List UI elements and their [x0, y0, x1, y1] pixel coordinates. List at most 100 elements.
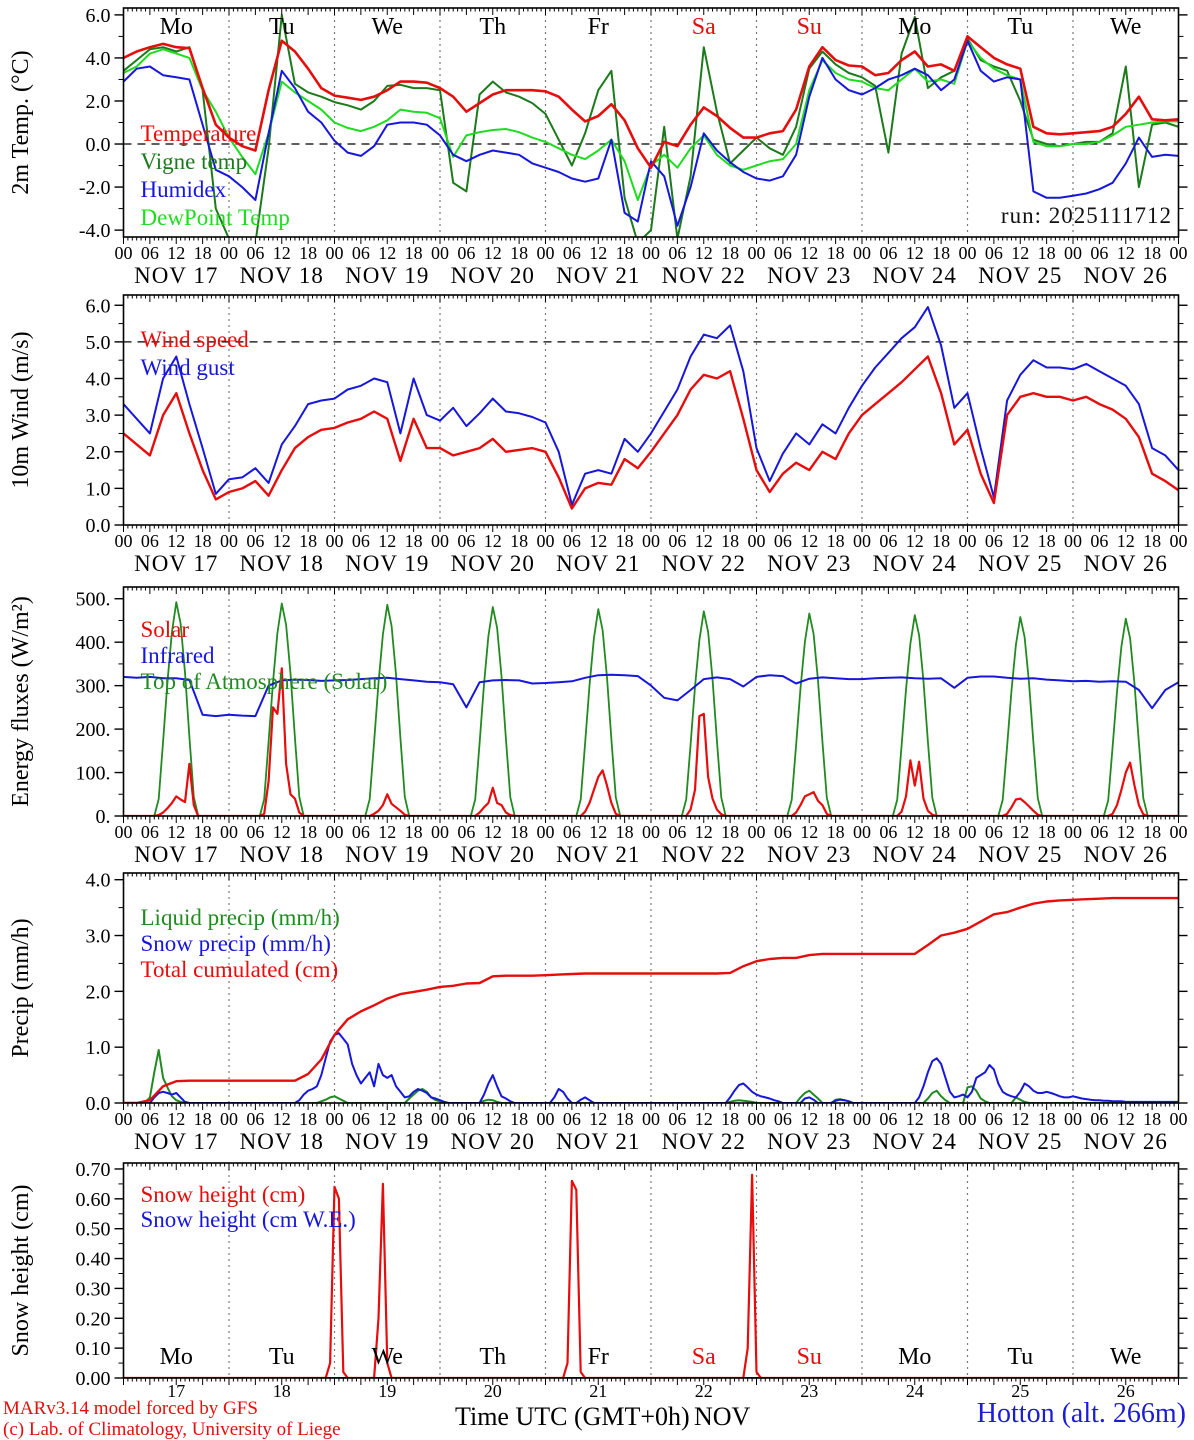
hour-label: 00 — [853, 531, 871, 551]
hour-label: 12 — [167, 531, 185, 551]
hour-label: 00 — [115, 1109, 133, 1129]
hour-label: 00 — [1064, 1109, 1082, 1129]
hour-label: 12 — [800, 531, 818, 551]
series-wind-gust — [123, 306, 1179, 506]
hour-label: 06 — [246, 243, 264, 263]
hour-label: 18 — [510, 531, 528, 551]
hour-label: 00 — [220, 1109, 238, 1129]
panel-snow: 0.70 0.60 0.50 0.40 0.30 0.20 0.10 0.00 17 18 19 20… — [8, 1159, 1188, 1401]
legend-temp-temperature: Temperature — [141, 121, 257, 146]
daynumber-label: 24 — [906, 1381, 924, 1401]
date-label: NOV 23 — [767, 263, 851, 288]
date-label: NOV 21 — [556, 842, 640, 867]
series-temperature — [123, 35, 1179, 169]
legend-precip-total-cumulated-cm-: Total cumulated (cm) — [141, 957, 339, 982]
hour-label: 18 — [721, 243, 739, 263]
ytick-label: 0.20 — [76, 1308, 111, 1330]
hour-label: 18 — [827, 1109, 845, 1129]
ytick-label: 0.10 — [76, 1338, 111, 1360]
dayname-label-24: Mo — [898, 1344, 931, 1370]
dayname-label-26: We — [1110, 14, 1141, 40]
ytick-label: 2.0 — [86, 981, 111, 1003]
date-label: NOV 17 — [134, 842, 218, 867]
hour-label: 06 — [985, 822, 1003, 842]
hour-label: 00 — [1064, 531, 1082, 551]
legend-energy-solar: Solar — [141, 617, 190, 642]
series-vigne-temp — [123, 13, 1179, 237]
hour-label: 06 — [352, 822, 370, 842]
date-label: NOV 23 — [767, 551, 851, 576]
date-label: NOV 25 — [978, 1129, 1062, 1154]
ytick-label: 1.0 — [86, 478, 111, 500]
date-label: NOV 21 — [556, 263, 640, 288]
ytick-label: 0.0 — [86, 515, 111, 537]
hour-label: 18 — [299, 531, 317, 551]
hour-label: 06 — [141, 822, 159, 842]
hour-label: 00 — [431, 531, 449, 551]
date-label: NOV 24 — [873, 842, 957, 867]
hour-label: 06 — [879, 531, 897, 551]
hour-label: 00 — [1170, 531, 1188, 551]
series-wind-speed — [123, 355, 1179, 510]
hour-label: 18 — [510, 243, 528, 263]
hour-label: 06 — [879, 1109, 897, 1129]
hour-label: 06 — [563, 243, 581, 263]
hour-label: 12 — [484, 1109, 502, 1129]
hour-label: 06 — [352, 1109, 370, 1129]
daynumber-label: 18 — [273, 1381, 291, 1401]
hour-label: 12 — [695, 243, 713, 263]
hour-label: 06 — [141, 243, 159, 263]
hour-label: 18 — [932, 822, 950, 842]
hour-label: 12 — [1117, 531, 1135, 551]
hour-label: 18 — [1143, 243, 1161, 263]
hour-label: 18 — [827, 531, 845, 551]
daynumber-label: 20 — [484, 1381, 502, 1401]
hour-label: 06 — [774, 531, 792, 551]
dayname-label-22: Sa — [692, 14, 716, 40]
daynumber-label: 26 — [1117, 1381, 1135, 1401]
date-label: NOV 24 — [873, 263, 957, 288]
lab-credit-label: (c) Lab. of Climatology, University of L… — [3, 1419, 341, 1440]
hour-label: 06 — [879, 243, 897, 263]
date-label: NOV 22 — [662, 551, 746, 576]
hour-label: 06 — [457, 531, 475, 551]
ytick-label: 0.0 — [86, 134, 111, 156]
time-axis-label: Time UTC (GMT+0h) — [455, 1402, 690, 1431]
hour-label: 12 — [800, 1109, 818, 1129]
hour-label: 00 — [326, 822, 344, 842]
hour-label: 00 — [853, 822, 871, 842]
hour-label: 18 — [510, 822, 528, 842]
hour-label: 00 — [853, 1109, 871, 1129]
hour-label: 18 — [1038, 531, 1056, 551]
hour-label: 18 — [616, 243, 634, 263]
hour-label: 06 — [563, 1109, 581, 1129]
ylabel-wind: 10m Wind (m/s) — [8, 331, 34, 488]
ytick-label: 400. — [76, 632, 111, 654]
ytick-label: 3.0 — [86, 926, 111, 948]
station-label: Hotton (alt. 266m) — [976, 1398, 1186, 1429]
hour-label: 18 — [194, 531, 212, 551]
hour-label: 18 — [299, 1109, 317, 1129]
date-label: NOV 26 — [1084, 263, 1168, 288]
ytick-label: 4.0 — [86, 369, 111, 391]
hour-label: 12 — [589, 1109, 607, 1129]
ytick-label: 500. — [76, 589, 111, 611]
dayname-label-25: Tu — [1007, 1344, 1033, 1370]
legend-snow-snow-height-cm-w-e-: Snow height (cm W.E.) — [141, 1207, 356, 1232]
hour-label: 00 — [1064, 243, 1082, 263]
hour-label: 12 — [378, 1109, 396, 1129]
hour-label: 06 — [352, 531, 370, 551]
date-label: NOV 19 — [345, 842, 429, 867]
ytick-label: 0.0 — [86, 1093, 111, 1115]
ytick-label: 1.0 — [86, 1037, 111, 1059]
date-label: NOV 24 — [873, 551, 957, 576]
date-label: NOV 22 — [662, 842, 746, 867]
date-label: NOV 18 — [240, 842, 324, 867]
hour-label: 06 — [774, 1109, 792, 1129]
ylabel-snow: Snow height (cm) — [8, 1185, 34, 1357]
ytick-label: -2.0 — [79, 177, 111, 199]
hour-label: 00 — [959, 531, 977, 551]
ylabel-temp: 2m Temp. (°C) — [8, 50, 34, 194]
ytick-label: 2.0 — [86, 442, 111, 464]
